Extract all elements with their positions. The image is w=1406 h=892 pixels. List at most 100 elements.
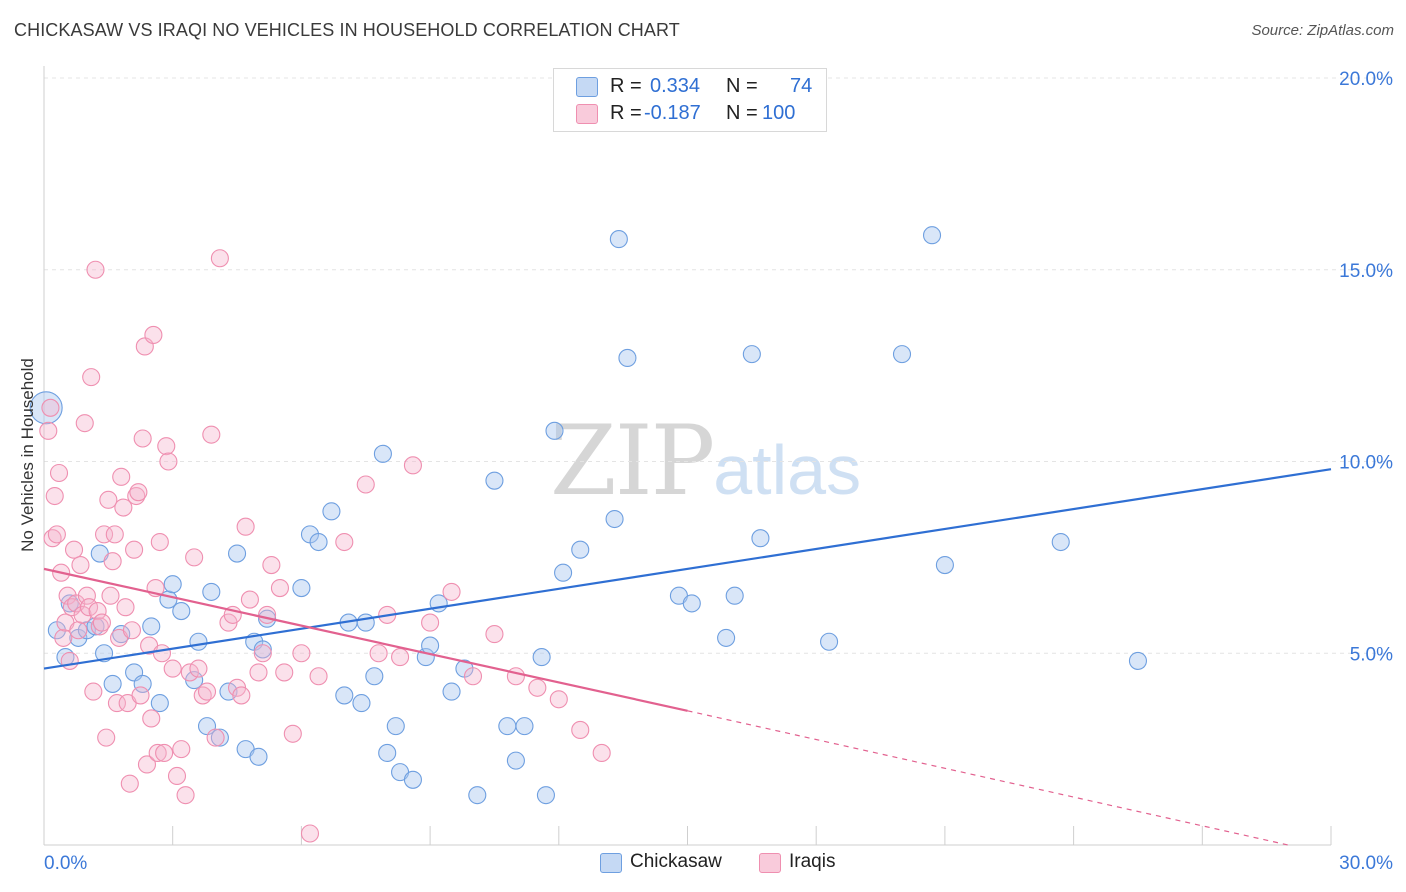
iraqis-point (236, 517, 255, 536)
chickasaw-swatch (600, 853, 622, 873)
iraqis-point (49, 463, 69, 483)
chickasaw-point (335, 686, 354, 705)
r-value: -0.187 (644, 102, 701, 124)
iraqis-point (309, 667, 328, 686)
iraqis-point (88, 602, 107, 621)
iraqis-point (163, 659, 182, 678)
iraqis-point (571, 720, 590, 740)
iraqis-trend-extension (687, 710, 1289, 846)
iraqis-point (103, 552, 122, 571)
chickasaw-point (373, 444, 392, 463)
iraqis-point (86, 260, 105, 279)
iraqis-point (403, 456, 422, 475)
chickasaw-point (189, 632, 208, 651)
iraqis-point (155, 743, 174, 763)
iraqis-point (232, 686, 251, 705)
legend-label: Iraqis (789, 851, 836, 872)
y-tick-label: 20.0% (1339, 69, 1393, 90)
chickasaw-point (605, 509, 624, 529)
chickasaw-point (142, 617, 161, 636)
chickasaw-point (609, 230, 628, 249)
chickasaw-point (228, 544, 247, 563)
iraqis-point (249, 663, 268, 682)
chickasaw-point (485, 471, 504, 490)
iraqis-point (73, 605, 92, 624)
iraqis-point (442, 582, 461, 601)
chickasaw-point (682, 594, 701, 613)
iraqis-point (54, 628, 73, 647)
chickasaw-point (253, 640, 272, 659)
iraqis-point (95, 525, 114, 544)
iraqis-point (528, 678, 547, 697)
iraqis-point (75, 414, 94, 433)
iraqis-point (421, 613, 440, 632)
iraqis-point (210, 249, 229, 268)
chickasaw-point (1128, 651, 1147, 670)
iraqis-point (77, 586, 96, 605)
iraqis-point (275, 663, 294, 682)
iraqis-point (150, 532, 169, 552)
iraqis-point (92, 613, 111, 632)
chickasaw-point (515, 717, 534, 736)
iraqis-point (122, 621, 141, 640)
iraqis-point (292, 644, 311, 663)
chickasaw-point (172, 602, 191, 621)
iraqis-point (47, 525, 66, 544)
chickasaw-point (820, 632, 839, 651)
chickasaw-point (751, 529, 770, 548)
n-value: 100 (762, 102, 796, 124)
iraqis-point (79, 598, 99, 617)
legend-label: Chickasaw (630, 851, 722, 872)
iraqis-trend-line (43, 567, 688, 712)
iraqis-point (172, 740, 191, 759)
n-label: N = (726, 75, 758, 97)
chart-title: CHICKASAW VS IRAQI NO VEHICLES IN HOUSEH… (14, 20, 680, 40)
iraqis-point (129, 483, 148, 502)
chickasaw-point (386, 717, 405, 736)
x-tick-label: 0.0% (44, 853, 87, 874)
iraqis-swatch (759, 853, 781, 873)
iraqis-point (142, 709, 161, 728)
iraqis-point (270, 579, 290, 598)
chickasaw-trend-line (43, 468, 1332, 670)
iraqis-point (152, 644, 172, 663)
chickasaw-point (150, 694, 169, 713)
iraqis-point (41, 398, 60, 417)
r-label: R = (610, 102, 642, 124)
iraqis-point (283, 724, 302, 743)
y-tick-label: 10.0% (1339, 453, 1393, 474)
iraqis-point (592, 743, 611, 763)
iraqis-point (485, 625, 504, 644)
chickasaw-point (506, 751, 525, 770)
iraqis-point (99, 490, 118, 509)
iraqis-point (197, 682, 217, 701)
chickasaw-point (352, 694, 371, 713)
chickasaw-point (103, 674, 122, 693)
chickasaw-point (163, 575, 182, 594)
x-tick-label: 30.0% (1339, 853, 1393, 874)
chickasaw-point (202, 582, 221, 601)
iraqis-point (258, 605, 277, 624)
chickasaw-point (421, 636, 440, 655)
iraqis-point (240, 590, 259, 609)
iraqis-point (369, 644, 388, 663)
chickasaw-point (554, 563, 573, 582)
chickasaw-point (742, 345, 761, 364)
iraqis-point (84, 682, 103, 701)
iraqis-point (131, 686, 150, 705)
iraqis-point (69, 621, 88, 640)
chickasaw-point (892, 345, 912, 364)
iraqis-point (114, 498, 133, 517)
iraqis-point (133, 429, 152, 448)
y-axis-label: No Vehicles in Household (18, 358, 37, 552)
iraqis-point (253, 644, 272, 663)
iraqis-point (202, 425, 221, 444)
iraqis-point (189, 659, 208, 678)
iraqis-point (120, 774, 139, 793)
iraqis-point (335, 532, 354, 552)
chickasaw-point (498, 717, 517, 736)
chickasaw-point (536, 786, 555, 805)
iraqis-point (137, 755, 157, 774)
chickasaw-point (356, 613, 375, 632)
